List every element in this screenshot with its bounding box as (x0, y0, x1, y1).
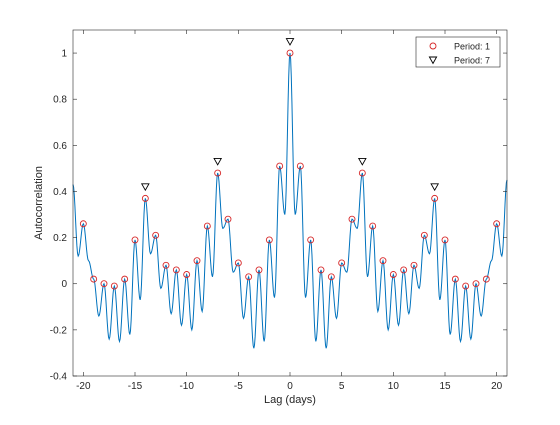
period-1-marker (307, 236, 315, 244)
period-1-marker (265, 236, 273, 244)
y-tick-label: -0.4 (50, 372, 68, 383)
period-1-marker (224, 215, 232, 223)
plot-background (73, 30, 507, 376)
y-tick-label: 0.6 (53, 141, 67, 152)
period-1-marker (245, 273, 253, 281)
period-1-marker (358, 169, 366, 177)
x-tick-label: 0 (287, 381, 293, 392)
period-1-marker (482, 275, 490, 283)
period-1-marker (369, 222, 377, 230)
y-tick-label: -0.2 (50, 325, 68, 336)
period-1-marker (255, 266, 263, 274)
x-tick-label: 10 (388, 381, 400, 392)
x-tick-label: -5 (234, 381, 243, 392)
period-1-marker (420, 231, 428, 239)
period-1-marker (327, 273, 335, 281)
y-tick-label: 0 (61, 279, 67, 290)
period-1-marker (379, 257, 387, 265)
period-1-marker (152, 231, 160, 239)
x-tick-label: -15 (128, 381, 143, 392)
legend-label-period-7: Period: 7 (454, 56, 490, 66)
marker-layer (79, 38, 501, 290)
period-1-marker (431, 194, 439, 202)
period-1-marker (276, 162, 284, 170)
legend-box (415, 36, 501, 68)
x-tick-label: -20 (76, 381, 91, 392)
legend-marker-period-7 (428, 56, 438, 65)
period-1-marker (183, 271, 191, 278)
x-tick-label: 5 (339, 381, 345, 392)
axes-layer: -20 -15 -10 -5 0 5 10 15 20 -0.4 -0.2 0 0.2 0.4 0.6 0.8… (50, 29, 508, 392)
period-1-marker (193, 257, 201, 265)
period-1-marker (472, 280, 480, 288)
plot-area (73, 30, 507, 376)
period-1-marker (389, 271, 397, 278)
period-1-marker (203, 222, 211, 230)
legend-marker-period-1 (429, 42, 437, 50)
period-1-marker (493, 220, 501, 228)
x-tick-label: 15 (439, 381, 451, 392)
period-1-marker (441, 236, 449, 244)
period-1-marker (462, 282, 470, 290)
y-tick-label: 0.8 (53, 95, 67, 106)
period-1-marker (172, 266, 180, 274)
legend-item-period-1: Period: 1 (429, 42, 490, 52)
y-tick-label: 1 (61, 49, 67, 60)
period-1-marker (338, 259, 346, 267)
period-7-marker (285, 38, 295, 46)
period-1-marker (410, 261, 418, 269)
period-7-marker (357, 158, 367, 166)
period-1-marker (234, 259, 242, 267)
period-1-marker (90, 275, 98, 283)
period-1-marker (296, 162, 304, 170)
legend: Period: 1 Period: 7 (415, 36, 501, 68)
legend-item-period-7: Period: 7 (428, 56, 490, 66)
period-1-marker (121, 275, 129, 283)
period-7-marker (213, 158, 223, 166)
period-1-marker (110, 282, 118, 290)
legend-label-period-1: Period: 1 (454, 42, 490, 52)
period-1-marker (79, 220, 87, 228)
period-1-marker (400, 266, 408, 274)
period-1-marker (286, 49, 294, 57)
y-tick-label: 0.2 (53, 233, 67, 244)
autocorrelation-line (72, 53, 508, 349)
x-tick-label: 20 (491, 381, 503, 392)
period-1-marker (131, 236, 139, 244)
x-tick-label: -10 (179, 381, 194, 392)
period-1-marker (162, 261, 170, 269)
x-axis-label: Lag (days) (264, 394, 316, 406)
series-layer (72, 53, 508, 349)
period-1-marker (141, 194, 149, 202)
period-1-marker (214, 169, 222, 177)
period-1-marker (100, 280, 108, 288)
period-1-marker (451, 275, 459, 283)
y-axis-label: Autocorrelation (33, 166, 45, 240)
period-1-marker (317, 266, 325, 274)
period-7-marker (140, 183, 150, 192)
y-tick-label: 0.4 (53, 187, 67, 198)
period-7-marker (430, 183, 440, 192)
period-1-marker (348, 215, 356, 223)
